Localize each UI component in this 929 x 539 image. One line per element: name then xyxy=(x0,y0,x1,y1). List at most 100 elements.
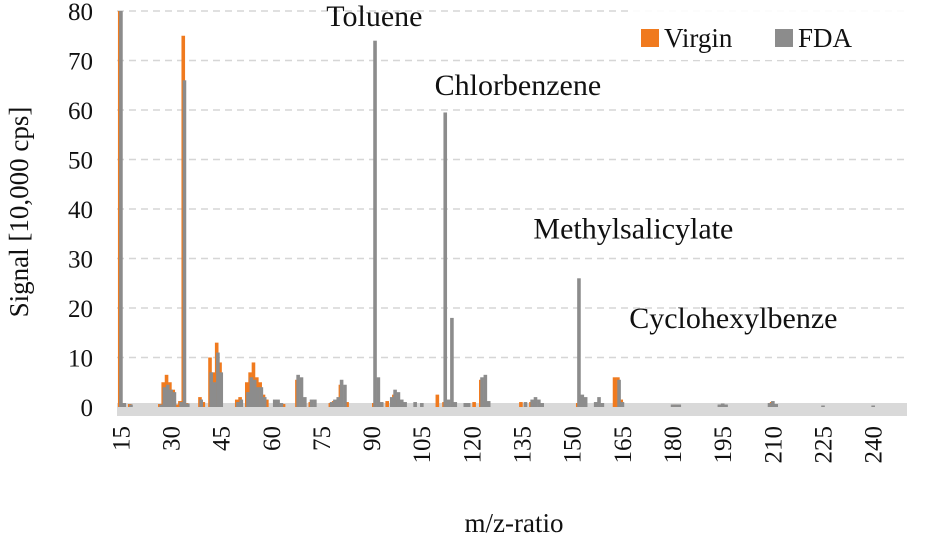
legend-swatch-virgin xyxy=(641,29,659,47)
annotation-methylsalicylate: Methylsalicylate xyxy=(533,213,733,246)
bar-fda-mz-56 xyxy=(256,387,260,407)
bar-fda-mz-31 xyxy=(172,392,177,407)
bar-virgin-mz-40 xyxy=(201,402,206,407)
y-tick-label-50: 50 xyxy=(68,148,93,175)
bar-fda-mz-16 xyxy=(122,403,127,407)
bar-fda-mz-112 xyxy=(443,112,448,407)
y-tick-label-30: 30 xyxy=(68,247,93,274)
y-tick-label-70: 70 xyxy=(68,49,93,76)
bar-fda-mz-91 xyxy=(373,40,377,407)
bar-virgin-mz-59 xyxy=(265,399,269,407)
bar-fda-mz-136 xyxy=(523,402,528,407)
bar-fda-mz-124 xyxy=(483,374,488,407)
y-tick-label-0: 0 xyxy=(81,395,94,422)
bar-fda-mz-73 xyxy=(313,399,317,407)
x-tick-label-195: 195 xyxy=(710,426,737,464)
x-tick-label-60: 60 xyxy=(259,426,286,451)
bar-fda-mz-30 xyxy=(169,389,173,407)
bar-fda-mz-159 xyxy=(600,403,605,407)
bar-virgin-mz-135 xyxy=(519,402,523,407)
annotation-toluene: Toluene xyxy=(326,0,422,33)
bar-fda-mz-105 xyxy=(420,403,424,407)
bar-fda-mz-44 xyxy=(216,352,220,407)
peak-annotations: Toluene Chlorbenzene Methylsalicylate Cyclo… xyxy=(326,0,837,335)
bar-fda-mz-68 xyxy=(296,374,300,407)
bar-fda-mz-115 xyxy=(453,402,458,407)
bar-fda-mz-125 xyxy=(486,401,491,407)
bar-fda-mz-123 xyxy=(480,377,484,407)
bar-virgin-mz-121 xyxy=(472,402,476,407)
bar-fda-mz-165 xyxy=(620,402,625,407)
bar-fda-mz-194 xyxy=(717,404,722,407)
x-tick-label-45: 45 xyxy=(209,426,236,451)
bar-fda-mz-240 xyxy=(871,405,875,407)
bar-fda-mz-78 xyxy=(329,402,334,407)
legend-label-fda: FDA xyxy=(798,23,853,53)
bar-fda-mz-141 xyxy=(540,403,544,407)
x-tick-label-210: 210 xyxy=(760,426,787,464)
bar-fda-mz-72 xyxy=(309,399,314,407)
bar-fda-mz-182 xyxy=(677,404,682,407)
bar-virgin-mz-163 xyxy=(612,377,617,407)
bar-fda-mz-70 xyxy=(303,397,307,407)
y-tick-label-60: 60 xyxy=(68,98,93,125)
x-tick-labels: 15 30 45 60 75 90 105 120 135 150 165 180 195 210 225 2… xyxy=(108,426,887,464)
x-tick-label-165: 165 xyxy=(610,426,637,464)
bar-virgin-mz-32 xyxy=(174,404,179,407)
bar-fda-mz-39 xyxy=(199,399,203,407)
bar-virgin-mz-95 xyxy=(385,401,389,407)
x-tick-label-30: 30 xyxy=(159,426,186,451)
bar-fda-mz-55 xyxy=(252,379,257,407)
bar-fda-mz-45 xyxy=(219,372,224,407)
x-tick-label-150: 150 xyxy=(560,426,587,464)
bar-fda-mz-82 xyxy=(343,384,347,407)
bar-fda-mz-53 xyxy=(246,392,250,407)
bar-fda-mz-93 xyxy=(379,402,384,407)
bar-fda-mz-54 xyxy=(249,377,254,407)
bar-virgin-mz-83 xyxy=(345,402,349,407)
bar-fda-mz-42 xyxy=(209,372,214,407)
bar-fda-mz-97 xyxy=(393,389,397,407)
bar-fda-mz-79 xyxy=(333,399,337,407)
bar-fda-mz-29 xyxy=(165,384,170,407)
bar-fda-mz-92 xyxy=(376,377,381,407)
bar-fda-mz-57 xyxy=(259,387,264,407)
bar-fda-mz-51 xyxy=(239,399,244,407)
bar-fda-mz-98 xyxy=(396,392,401,407)
bar-fda-mz-81 xyxy=(339,379,344,407)
bar-fda-mz-139 xyxy=(533,397,538,407)
bar-fda-mz-58 xyxy=(262,397,267,407)
bar-fda-mz-15 xyxy=(119,11,123,407)
legend: Virgin FDA xyxy=(630,10,923,60)
legend-label-virgin: Virgin xyxy=(664,23,733,53)
bar-fda-mz-195 xyxy=(720,403,725,407)
bar-fda-mz-210 xyxy=(771,401,775,407)
bar-fda-mz-35 xyxy=(186,403,190,407)
bar-fda-mz-113 xyxy=(446,399,451,407)
x-tick-label-75: 75 xyxy=(309,426,336,451)
y-tick-label-80: 80 xyxy=(68,0,93,26)
bar-fda-mz-164 xyxy=(617,379,621,407)
bar-fda-mz-62 xyxy=(276,399,280,407)
bar-fda-mz-27 xyxy=(159,404,163,407)
bar-fda-mz-153 xyxy=(580,394,585,408)
bar-fda-mz-158 xyxy=(597,397,601,407)
y-tick-labels: 0 10 20 30 40 50 60 70 80 xyxy=(68,0,93,422)
y-tick-label-20: 20 xyxy=(68,296,93,323)
bar-fda-mz-43 xyxy=(212,382,217,407)
bar-fda-mz-140 xyxy=(537,399,541,407)
bar-fda-mz-138 xyxy=(530,399,534,407)
bar-fda-mz-99 xyxy=(399,399,404,407)
bar-fda-mz-181 xyxy=(674,404,678,407)
bar-fda-mz-63 xyxy=(279,403,284,407)
bars-group xyxy=(117,11,875,408)
bar-fda-mz-114 xyxy=(450,317,454,407)
bar-fda-mz-152 xyxy=(577,278,581,407)
bar-fda-mz-196 xyxy=(724,404,728,407)
bar-fda-mz-69 xyxy=(299,377,304,407)
bar-virgin-mz-110 xyxy=(435,394,440,408)
y-tick-label-10: 10 xyxy=(68,346,93,373)
y-tick-label-40: 40 xyxy=(68,197,93,224)
bar-fda-mz-154 xyxy=(583,397,588,407)
bar-fda-mz-100 xyxy=(403,402,407,407)
